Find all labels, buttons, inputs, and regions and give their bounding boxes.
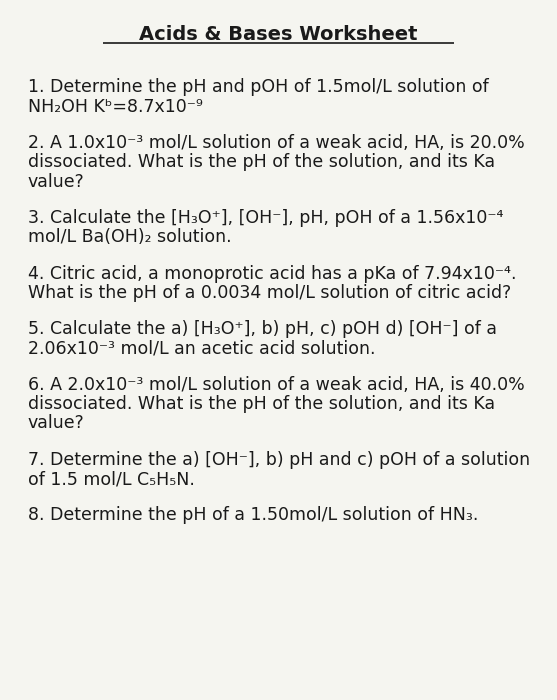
Text: 1. Determine the pH and pOH of 1.5mol/L solution of: 1. Determine the pH and pOH of 1.5mol/L … [28,78,488,97]
Text: dissociated. What is the pH of the solution, and its Ka: dissociated. What is the pH of the solut… [28,395,495,413]
Text: 8. Determine the pH of a 1.50mol/L solution of HN₃.: 8. Determine the pH of a 1.50mol/L solut… [28,506,478,524]
Text: 7. Determine the a) [OH⁻], b) pH and c) pOH of a solution: 7. Determine the a) [OH⁻], b) pH and c) … [28,451,530,469]
Text: value?: value? [28,172,85,190]
Text: Acids & Bases Worksheet: Acids & Bases Worksheet [139,25,418,43]
Text: 2.06x10⁻³ mol/L an acetic acid solution.: 2.06x10⁻³ mol/L an acetic acid solution. [28,340,375,358]
Text: What is the pH of a 0.0034 mol/L solution of citric acid?: What is the pH of a 0.0034 mol/L solutio… [28,284,511,302]
Text: 3. Calculate the [H₃O⁺], [OH⁻], pH, pOH of a 1.56x10⁻⁴: 3. Calculate the [H₃O⁺], [OH⁻], pH, pOH … [28,209,504,227]
Text: 5. Calculate the a) [H₃O⁺], b) pH, c) pOH d) [OH⁻] of a: 5. Calculate the a) [H₃O⁺], b) pH, c) pO… [28,320,497,338]
Text: NH₂OH Kᵇ=8.7x10⁻⁹: NH₂OH Kᵇ=8.7x10⁻⁹ [28,97,203,116]
Text: dissociated. What is the pH of the solution, and its Ka: dissociated. What is the pH of the solut… [28,153,495,172]
Text: of 1.5 mol/L C₅H₅N.: of 1.5 mol/L C₅H₅N. [28,470,195,488]
Text: mol/L Ba(OH)₂ solution.: mol/L Ba(OH)₂ solution. [28,228,232,246]
Text: 2. A 1.0x10⁻³ mol/L solution of a weak acid, HA, is 20.0%: 2. A 1.0x10⁻³ mol/L solution of a weak a… [28,134,525,152]
Text: 6. A 2.0x10⁻³ mol/L solution of a weak acid, HA, is 40.0%: 6. A 2.0x10⁻³ mol/L solution of a weak a… [28,376,525,394]
Text: value?: value? [28,414,85,433]
Text: 4. Citric acid, a monoprotic acid has a pKa of 7.94x10⁻⁴.: 4. Citric acid, a monoprotic acid has a … [28,265,516,283]
